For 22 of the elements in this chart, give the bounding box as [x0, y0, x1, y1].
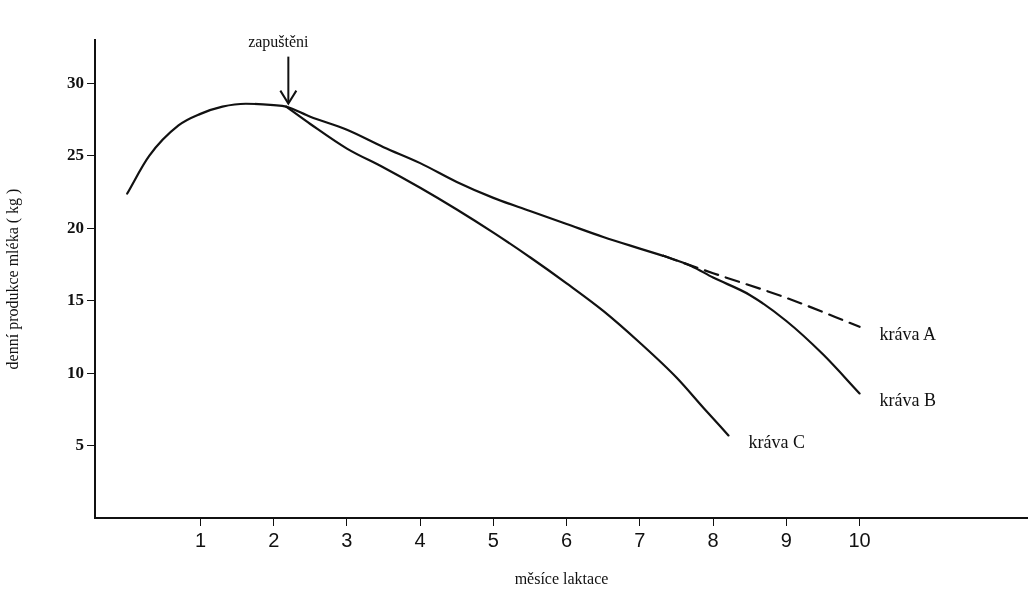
x-tick-label: 3 — [341, 528, 353, 551]
x-tick-label: 7 — [634, 528, 646, 551]
x-tick-label: 10 — [848, 528, 871, 551]
x-tick-label: 4 — [414, 528, 426, 551]
y-tick-label: 10 — [67, 362, 84, 382]
x-tick-label: 1 — [194, 528, 207, 551]
x-tick-label: 2 — [268, 528, 280, 551]
y-tick-label: 30 — [67, 72, 84, 92]
x-tick-label: 9 — [780, 528, 792, 551]
y-axis-title: denní produkce mléka ( kg ) — [3, 188, 22, 370]
x-tick-label: 5 — [487, 528, 499, 551]
y-tick-label: 5 — [75, 434, 84, 454]
series-label: kráva C — [748, 432, 805, 453]
x-tick-label: 6 — [561, 528, 573, 551]
y-tick-label: 15 — [67, 290, 84, 310]
series-label: kráva B — [879, 390, 937, 411]
series-label: kráva A — [879, 323, 937, 344]
x-tick-label: 8 — [707, 528, 719, 551]
y-tick-label: 25 — [67, 145, 84, 165]
y-tick-label: 20 — [67, 217, 84, 237]
annotation: zapuštěni — [248, 32, 310, 51]
x-axis-title: měsíce laktace — [514, 569, 609, 587]
